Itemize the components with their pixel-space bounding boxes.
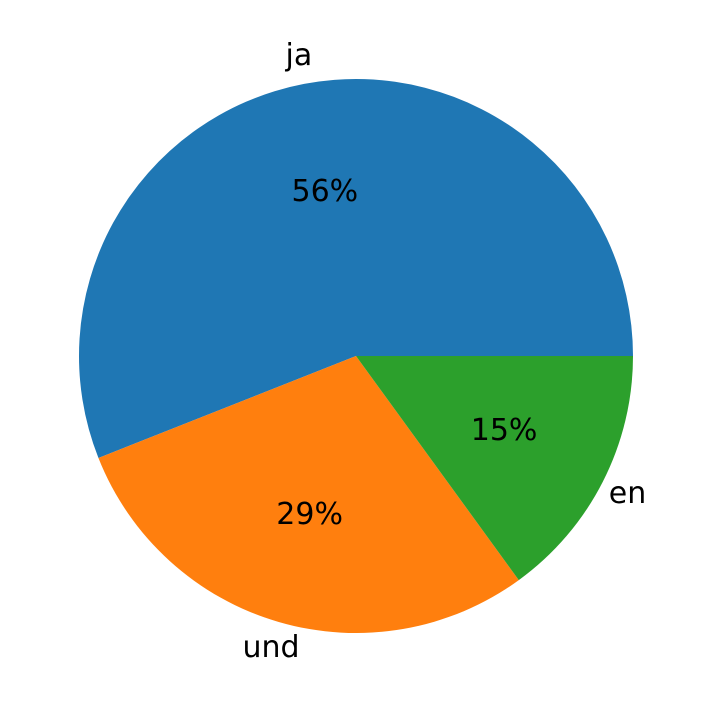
value-label: 29% (276, 497, 343, 532)
pie-slice (78, 78, 634, 458)
category-label: und (242, 630, 299, 665)
category-label: en (609, 476, 646, 511)
value-label: 56% (292, 174, 359, 209)
category-label: ja (285, 38, 313, 73)
value-label: 15% (471, 413, 538, 448)
pie-slice (356, 356, 633, 581)
pie-slice (98, 356, 519, 633)
